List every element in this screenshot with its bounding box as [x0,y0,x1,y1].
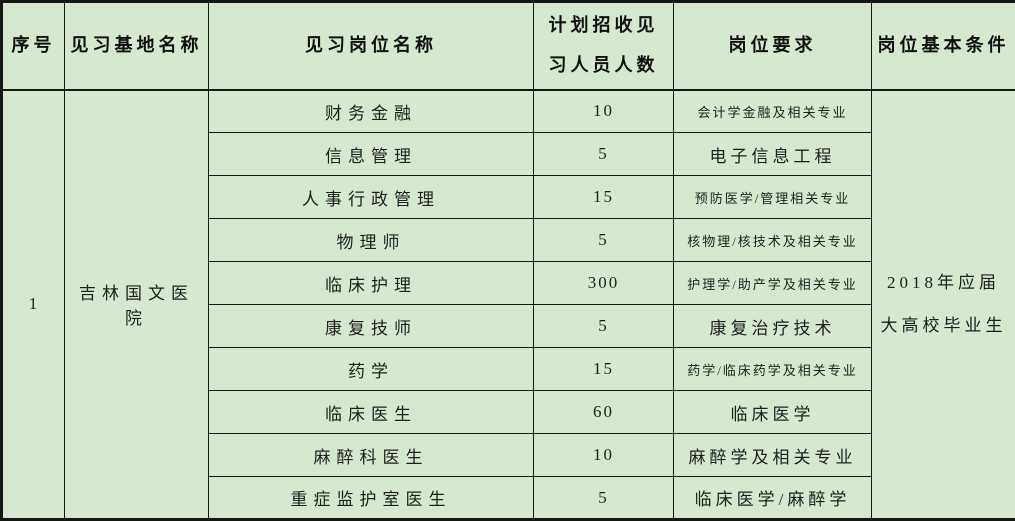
table-row: 药学 15 药学/临床药学及相关专业 [2,347,1015,391]
count-cell: 10 [533,89,674,133]
position-cell: 麻醉科医生 [208,433,534,477]
count-cell: 10 [533,433,674,477]
table-row: 1 吉林国文医院 财务金融 10 会计学金融及相关专业 2018年应届大高校毕业生 [1,89,1015,520]
header-condition: 岗位基本条件 [871,1,1015,91]
requirement-cell: 会计学金融及相关专业 [673,89,872,133]
requirement-cell: 康复治疗技术 [673,304,872,348]
count-cell: 15 [533,175,674,219]
count-cell: 15 [533,347,674,391]
requirement-cell: 电子信息工程 [673,132,872,176]
requirement-cell: 护理学/助产学及相关专业 [673,261,872,305]
position-cell: 信息管理 [208,132,534,176]
table-row: 临床医生 60 临床医学 [2,390,1015,434]
requirement-cell: 核物理/核技术及相关专业 [673,218,872,262]
count-cell: 5 [533,476,674,520]
count-cell: 5 [533,218,674,262]
position-cell: 物理师 [208,218,534,262]
position-cell: 临床护理 [208,261,534,305]
table-row: 临床护理 300 护理学/助产学及相关专业 [2,261,1015,305]
position-cell: 药学 [208,347,534,391]
count-cell: 60 [533,390,674,434]
requirement-cell: 临床医学/麻醉学 [673,476,872,520]
table-header-row: 序号 见习基地名称 见习岗位名称 计划招收见习人员人数 岗位要求 岗位基本条件 [1,1,1015,91]
requirement-cell: 药学/临床药学及相关专业 [673,347,872,391]
base-name-cell: 吉林国文医院 [64,89,209,520]
count-cell: 5 [533,304,674,348]
table-row: 重症监护室医生 5 临床医学/麻醉学 [2,476,1015,520]
header-requirement: 岗位要求 [673,1,872,91]
count-cell: 5 [533,132,674,176]
condition-cell: 2018年应届大高校毕业生 [871,89,1015,520]
serial-cell: 1 [1,89,65,520]
table-body: 1 吉林国文医院 财务金融 10 会计学金融及相关专业 2018年应届大高校毕业生 信息管理… [1,89,1015,520]
position-cell: 临床医生 [208,390,534,434]
position-cell: 重症监护室医生 [208,476,534,520]
header-base-name: 见习基地名称 [64,1,209,91]
requirement-cell: 预防医学/管理相关专业 [673,175,872,219]
position-cell: 康复技师 [208,304,534,348]
requirement-cell: 麻醉学及相关专业 [673,433,872,477]
count-cell: 300 [533,261,674,305]
table-row: 麻醉科医生 10 麻醉学及相关专业 [2,433,1015,477]
header-position: 见习岗位名称 [208,1,534,91]
table-row: 信息管理 5 电子信息工程 [2,132,1015,176]
header-serial: 序号 [1,1,65,91]
position-cell: 财务金融 [208,89,534,133]
header-count: 计划招收见习人员人数 [533,1,674,91]
position-cell: 人事行政管理 [208,175,534,219]
table-row: 物理师 5 核物理/核技术及相关专业 [2,218,1015,262]
requirement-cell: 临床医学 [673,390,872,434]
